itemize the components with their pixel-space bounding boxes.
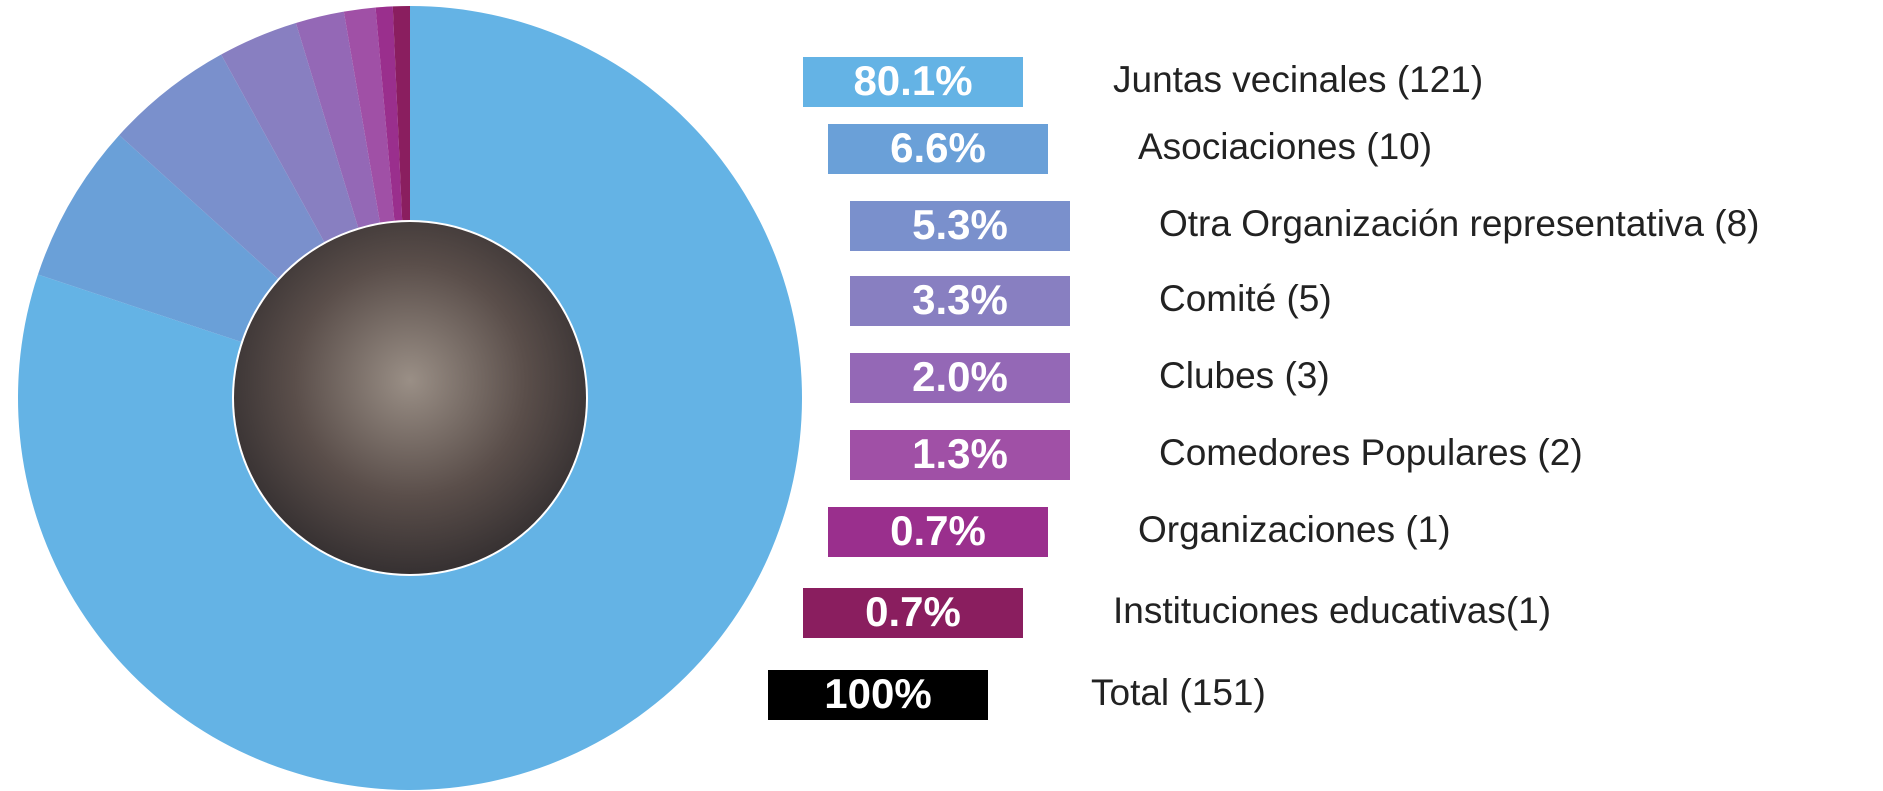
- total-label: 100%: [824, 670, 931, 717]
- legend-badge: [850, 430, 1070, 480]
- donut-slice: [221, 22, 359, 243]
- donut-slice: [37, 135, 278, 342]
- donut-slice: [295, 11, 380, 228]
- legend-badge: [828, 124, 1048, 174]
- value-label: 6.6%: [890, 124, 986, 171]
- legend-badge: [803, 57, 1023, 107]
- donut-slice: [392, 6, 410, 221]
- value-label: 0.7%: [890, 507, 986, 554]
- legend-label: Juntas vecinales (121): [1113, 59, 1483, 100]
- center-photo: [234, 222, 586, 574]
- value-label: 0.7%: [865, 588, 961, 635]
- donut-slice: [375, 6, 403, 221]
- legend-label: Clubes (3): [1159, 355, 1330, 396]
- value-label: 80.1%: [853, 57, 972, 104]
- legend-badge: [803, 588, 1023, 638]
- legend-badge: [850, 276, 1070, 326]
- total-name: Total (151): [1091, 672, 1266, 713]
- legend-badge: [850, 201, 1070, 251]
- legend-label: Asociaciones (10): [1138, 126, 1432, 167]
- value-label: 2.0%: [912, 353, 1008, 400]
- value-label: 5.3%: [912, 201, 1008, 248]
- legend-label: Organizaciones (1): [1138, 509, 1451, 550]
- donut-slice: [18, 6, 803, 790]
- legend-label: Otra Organización representativa (8): [1159, 203, 1760, 244]
- donut-slice: [343, 7, 395, 223]
- value-label: 3.3%: [912, 276, 1008, 323]
- donut-slice: [119, 54, 325, 279]
- legend-label: Comité (5): [1159, 278, 1332, 319]
- total-badge: [768, 670, 988, 720]
- legend-label: Comedores Populares (2): [1159, 432, 1583, 473]
- value-label: 1.3%: [912, 430, 1008, 477]
- legend-label: Instituciones educativas(1): [1113, 590, 1551, 631]
- legend-badge: [850, 353, 1070, 403]
- legend-badge: [828, 507, 1048, 557]
